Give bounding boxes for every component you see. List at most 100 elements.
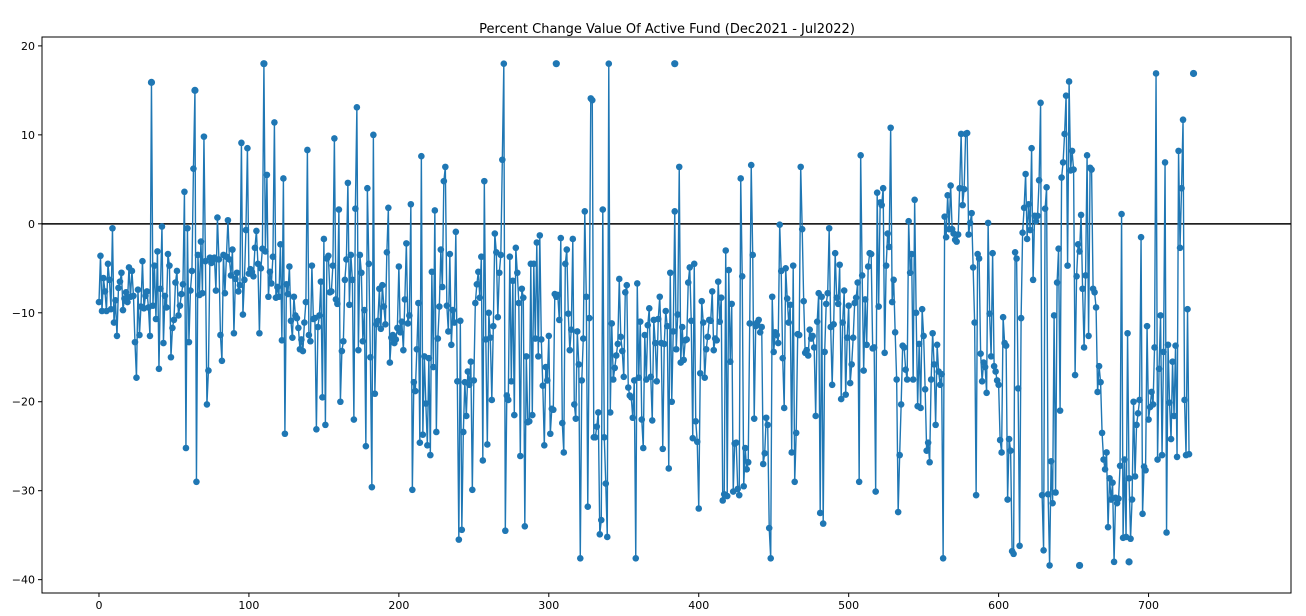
data-point [788, 449, 795, 456]
data-point [335, 206, 343, 213]
plot-frame [41, 36, 1292, 594]
data-point [1022, 170, 1029, 178]
data-point [322, 421, 329, 429]
data-point [858, 272, 866, 279]
data-point [329, 262, 337, 269]
data-point [990, 362, 998, 370]
data-point [732, 439, 740, 446]
data-point [861, 296, 869, 303]
data-point [879, 184, 887, 192]
data-point [236, 281, 244, 289]
data-point [570, 401, 578, 408]
data-point [917, 404, 924, 412]
data-point [686, 264, 694, 271]
data-point [349, 276, 356, 284]
data-point [290, 293, 298, 301]
data-point [953, 238, 960, 245]
data-point [1053, 279, 1061, 286]
data-point [238, 139, 245, 147]
data-point [1068, 147, 1076, 155]
data-point [1014, 385, 1022, 392]
data-point [1148, 388, 1155, 396]
data-point [1179, 116, 1187, 124]
data-point [933, 341, 941, 349]
data-point [497, 251, 505, 259]
data-point [651, 339, 659, 347]
data-point [1164, 341, 1172, 349]
data-point [873, 189, 881, 196]
data-point [975, 255, 983, 262]
y-tick-label: −30 [12, 485, 35, 498]
data-point [1040, 547, 1047, 554]
data-point [915, 340, 923, 348]
data-point [526, 418, 533, 425]
data-point [761, 450, 769, 457]
data-point [350, 416, 358, 423]
data-point [959, 201, 966, 209]
data-point [623, 281, 631, 289]
data-point [675, 163, 683, 171]
data-point [932, 421, 939, 429]
data-point [545, 332, 553, 340]
data-point [1172, 342, 1179, 349]
data-point [674, 311, 682, 318]
data-point [179, 281, 187, 288]
data-point [221, 289, 229, 297]
data-point [1035, 176, 1043, 184]
data-point [299, 347, 307, 355]
data-point [544, 377, 551, 384]
data-point [491, 230, 499, 237]
data-point [266, 268, 274, 276]
data-point [241, 276, 248, 284]
data-point [1079, 285, 1086, 293]
data-point [683, 336, 691, 343]
data-point [1092, 304, 1100, 311]
data-point [235, 288, 242, 295]
data-point [726, 358, 734, 366]
data-point [638, 416, 646, 423]
data-point [896, 451, 903, 459]
data-point [839, 319, 846, 326]
data-point [911, 196, 918, 204]
data-point [1037, 99, 1044, 107]
data-point [367, 353, 374, 361]
data-point [870, 344, 878, 351]
data-point [269, 253, 277, 261]
data-point [1002, 342, 1010, 349]
data-point [377, 325, 385, 333]
data-point [484, 441, 491, 448]
data-point [113, 332, 121, 340]
extreme-data-point [552, 60, 560, 68]
data-point [939, 555, 947, 562]
data-point [224, 216, 232, 224]
data-point [744, 458, 752, 466]
data-point [654, 315, 662, 323]
data-point [894, 508, 902, 516]
data-point [1149, 401, 1157, 408]
data-point [229, 246, 236, 253]
data-point [194, 251, 202, 259]
data-point [629, 414, 637, 422]
data-point [173, 267, 181, 275]
y-tick-label: −20 [12, 396, 35, 409]
data-point [746, 320, 754, 327]
data-point [1154, 456, 1161, 463]
data-point [834, 300, 842, 308]
data-point [741, 444, 749, 452]
data-point [512, 244, 520, 252]
data-point [539, 382, 547, 390]
data-point [314, 323, 322, 331]
data-point [1152, 70, 1160, 77]
data-point [136, 331, 143, 339]
data-point [569, 235, 577, 243]
data-point [816, 509, 824, 517]
data-point [1125, 474, 1133, 482]
data-point [653, 377, 661, 385]
data-point [1019, 229, 1026, 237]
data-point [728, 300, 736, 308]
data-point [854, 279, 861, 286]
data-point [1044, 490, 1052, 498]
data-point [133, 374, 140, 382]
data-point [603, 533, 611, 541]
data-point [770, 348, 778, 356]
